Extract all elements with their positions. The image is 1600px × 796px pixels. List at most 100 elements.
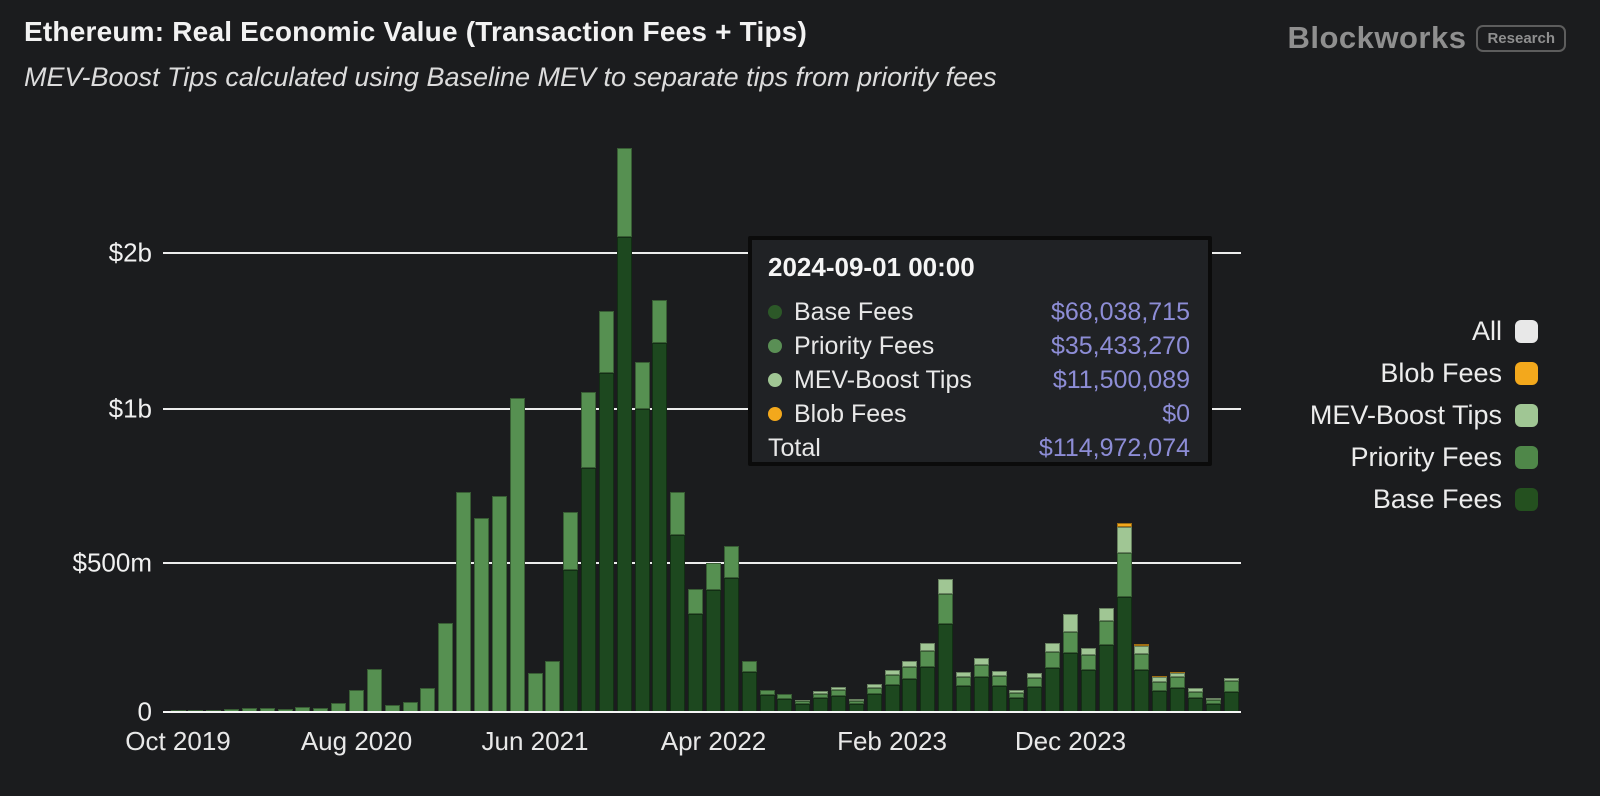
bar-segment-base-fees (777, 698, 793, 712)
bar-2023-10[interactable] (1027, 672, 1043, 712)
bar-2020-06[interactable] (313, 707, 329, 712)
bar-2022-11[interactable] (830, 686, 846, 712)
bar-2024-09[interactable] (1223, 677, 1239, 712)
bar-2022-01[interactable] (652, 299, 668, 712)
bar-2024-06[interactable] (1170, 672, 1186, 712)
bar-2022-02[interactable] (670, 492, 686, 712)
bar-2021-04[interactable] (491, 495, 507, 712)
bar-segment-priority-fees (277, 709, 293, 712)
bar-2021-11[interactable] (616, 148, 632, 712)
bar-2020-05[interactable] (295, 706, 311, 712)
bar-segment-priority-fees (473, 518, 489, 712)
bar-segment-mev-boost-tips (795, 700, 811, 702)
bar-2024-08[interactable] (1205, 697, 1221, 712)
bar-segment-base-fees (1187, 697, 1203, 712)
bar-segment-mev-boost-tips (1223, 677, 1239, 682)
bar-segment-priority-fees (241, 708, 257, 712)
bar-2024-05[interactable] (1152, 676, 1168, 712)
bar-2021-10[interactable] (598, 310, 614, 712)
bar-2024-03[interactable] (1116, 522, 1132, 712)
bar-2021-12[interactable] (634, 362, 650, 712)
bar-segment-base-fees (1205, 704, 1221, 712)
bar-2023-09[interactable] (1009, 689, 1025, 712)
bar-2020-04[interactable] (277, 709, 293, 712)
bar-2023-02[interactable] (884, 669, 900, 712)
bar-2023-04[interactable] (920, 642, 936, 712)
bar-2022-12[interactable] (848, 698, 864, 712)
bar-segment-base-fees (652, 343, 668, 712)
bar-2022-04[interactable] (706, 563, 721, 712)
legend-item-mev-boost-tips[interactable]: MEV-Boost Tips (1310, 400, 1538, 431)
bar-2020-10[interactable] (384, 705, 400, 712)
bar-segment-base-fees (688, 613, 704, 712)
bar-2020-03[interactable] (259, 707, 275, 712)
bar-2023-12[interactable] (1063, 613, 1078, 712)
x-tick-label: Dec 2023 (1014, 726, 1127, 756)
legend-item-all[interactable]: All (1310, 316, 1538, 347)
bar-2019-12[interactable] (206, 709, 222, 712)
bar-2021-05[interactable] (509, 398, 525, 712)
bar-segment-mev-boost-tips (1152, 676, 1168, 682)
bar-2020-01[interactable] (224, 709, 240, 712)
bar-segment-priority-fees (991, 676, 1007, 686)
bar-segment-base-fees (723, 577, 739, 712)
bar-2020-02[interactable] (241, 708, 257, 712)
bar-2022-09[interactable] (795, 700, 811, 712)
bar-2022-03[interactable] (688, 588, 704, 712)
bar-2023-03[interactable] (902, 661, 918, 712)
bar-2022-05[interactable] (723, 546, 739, 712)
bar-segment-base-fees (1098, 644, 1114, 712)
bar-segment-base-fees (670, 535, 686, 712)
bar-segment-priority-fees (813, 693, 829, 699)
bar-2021-02[interactable] (456, 492, 472, 712)
bar-2021-01[interactable] (438, 622, 454, 712)
bar-segment-priority-fees (366, 669, 382, 712)
bar-segment-blob-fees (1152, 676, 1168, 677)
bar-2022-08[interactable] (777, 694, 793, 712)
bar-2021-09[interactable] (581, 391, 597, 712)
bar-2023-05[interactable] (938, 579, 954, 712)
bar-2020-12[interactable] (420, 688, 436, 712)
bar-2019-10[interactable] (170, 709, 186, 712)
bar-segment-priority-fees (527, 672, 543, 712)
bar-2024-04[interactable] (1134, 644, 1150, 712)
x-tick-label: Apr 2022 (660, 726, 767, 756)
bar-segment-mev-boost-tips (902, 661, 918, 668)
bar-2021-07[interactable] (545, 661, 561, 712)
bar-segment-priority-fees (1027, 677, 1043, 687)
legend-item-base-fees[interactable]: Base Fees (1310, 484, 1538, 515)
bar-segment-priority-fees (1205, 700, 1221, 705)
bar-2021-06[interactable] (527, 672, 543, 712)
bar-2023-06[interactable] (955, 672, 971, 712)
bar-segment-base-fees (581, 467, 597, 712)
legend-item-blob-fees[interactable]: Blob Fees (1310, 358, 1538, 389)
bar-2024-02[interactable] (1098, 608, 1114, 712)
bar-2024-07[interactable] (1187, 688, 1203, 712)
bar-2019-11[interactable] (188, 709, 204, 712)
bar-2024-01[interactable] (1080, 647, 1096, 712)
legend-swatch-icon (1515, 404, 1538, 427)
bar-2020-09[interactable] (366, 669, 382, 712)
bar-segment-base-fees (813, 698, 829, 712)
bar-2023-08[interactable] (991, 671, 1007, 712)
bar-2022-06[interactable] (741, 661, 757, 712)
bar-2022-07[interactable] (759, 689, 775, 712)
bar-2020-11[interactable] (402, 701, 418, 712)
x-tick-label: Aug 2020 (300, 726, 413, 756)
bar-2022-10[interactable] (813, 691, 829, 712)
bar-2020-07[interactable] (331, 703, 347, 712)
bar-2023-11[interactable] (1045, 642, 1061, 712)
bar-segment-base-fees (1134, 670, 1150, 712)
bar-2021-03[interactable] (473, 518, 489, 712)
bar-segment-priority-fees (777, 694, 793, 699)
bar-segment-priority-fees (259, 707, 275, 712)
bar-2020-08[interactable] (349, 689, 364, 712)
gridline-2b (163, 252, 1241, 254)
bar-2021-08[interactable] (563, 511, 579, 712)
bar-2023-01[interactable] (866, 684, 882, 712)
bar-segment-base-fees (902, 679, 918, 712)
bar-2023-07[interactable] (973, 658, 989, 712)
bar-segment-priority-fees (491, 495, 507, 712)
legend-item-priority-fees[interactable]: Priority Fees (1310, 442, 1538, 473)
bar-segment-priority-fees (1134, 653, 1150, 671)
